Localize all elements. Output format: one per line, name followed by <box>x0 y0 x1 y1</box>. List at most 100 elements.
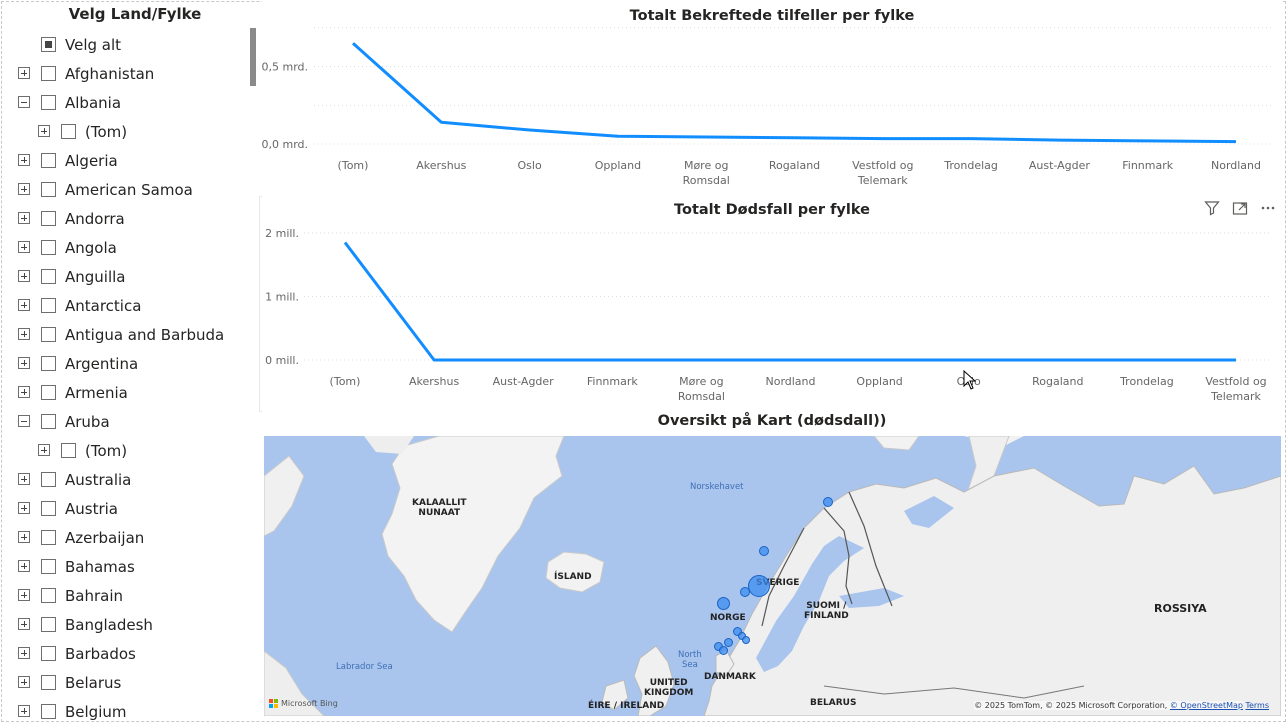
checkbox[interactable] <box>41 617 56 632</box>
expand-icon[interactable] <box>18 328 30 340</box>
expand-icon[interactable] <box>18 676 30 688</box>
map-bubble[interactable] <box>733 627 742 636</box>
map-visual[interactable]: KALAALLIT NUNAAT ÍSLAND Norskehavet SVERI… <box>264 436 1281 716</box>
slicer-item[interactable]: Antarctica <box>4 291 254 320</box>
checkbox[interactable] <box>41 298 56 313</box>
expand-icon[interactable] <box>18 212 30 224</box>
expand-icon[interactable] <box>18 270 30 282</box>
checkbox[interactable] <box>41 559 56 574</box>
expand-icon[interactable] <box>18 67 30 79</box>
checkbox[interactable] <box>41 675 56 690</box>
filter-icon[interactable] <box>1204 200 1220 216</box>
checkbox[interactable] <box>41 66 56 81</box>
checkbox[interactable] <box>41 501 56 516</box>
checkbox[interactable] <box>41 211 56 226</box>
slicer-item[interactable]: Belgium <box>4 697 254 724</box>
y-tick-label: 0 mill. <box>265 354 299 367</box>
slicer-item[interactable]: Austria <box>4 494 254 523</box>
checkbox[interactable] <box>41 356 56 371</box>
slicer-item[interactable]: Algeria <box>4 146 254 175</box>
expand-icon[interactable] <box>18 473 30 485</box>
slicer-item[interactable]: Andorra <box>4 204 254 233</box>
focus-mode-icon[interactable] <box>1232 200 1248 216</box>
checkbox[interactable] <box>41 327 56 342</box>
map-bubble[interactable] <box>740 587 750 597</box>
map-bubble[interactable] <box>742 636 750 644</box>
checkbox[interactable] <box>61 124 76 139</box>
expand-icon[interactable] <box>38 125 50 137</box>
map-bubble[interactable] <box>748 575 770 597</box>
slicer-item[interactable]: Argentina <box>4 349 254 378</box>
expand-icon[interactable] <box>18 183 30 195</box>
expand-icon[interactable] <box>18 386 30 398</box>
map-bubble[interactable] <box>717 597 730 610</box>
x-tick-label: Rogaland <box>1032 375 1083 388</box>
slicer-item[interactable]: Azerbaijan <box>4 523 254 552</box>
slicer-item[interactable]: (Tom) <box>4 436 254 465</box>
expand-icon[interactable] <box>18 241 30 253</box>
checkbox[interactable] <box>41 704 56 719</box>
slicer-item-label: Belarus <box>65 674 122 692</box>
slicer-item[interactable]: Belarus <box>4 668 254 697</box>
checkbox[interactable] <box>41 182 56 197</box>
checkbox[interactable] <box>41 153 56 168</box>
openstreetmap-link[interactable]: © OpenStreetMap <box>1169 701 1243 710</box>
slicer-item[interactable]: (Tom) <box>4 117 254 146</box>
slicer-scrollbar[interactable] <box>250 28 256 86</box>
map-label-russia: ROSSIYA <box>1154 602 1207 615</box>
checkbox[interactable] <box>41 240 56 255</box>
expand-icon[interactable] <box>18 531 30 543</box>
expand-icon[interactable] <box>18 357 30 369</box>
slicer-item[interactable]: Angola <box>4 233 254 262</box>
slicer-item[interactable]: Albania <box>4 88 254 117</box>
collapse-icon[interactable] <box>18 96 30 108</box>
checkbox[interactable] <box>41 95 56 110</box>
slicer-item[interactable]: Bahrain <box>4 581 254 610</box>
checkbox[interactable] <box>41 385 56 400</box>
expand-icon[interactable] <box>18 299 30 311</box>
checkbox[interactable] <box>41 472 56 487</box>
slicer-item[interactable]: Antigua and Barbuda <box>4 320 254 349</box>
checkbox[interactable] <box>41 414 56 429</box>
map-bubble[interactable] <box>759 546 769 556</box>
expand-icon[interactable] <box>18 502 30 514</box>
expand-icon[interactable] <box>18 560 30 572</box>
x-tick-label: Vestfold og Telemark <box>852 159 913 187</box>
map-bubble[interactable] <box>719 646 728 655</box>
slicer-item[interactable]: Bahamas <box>4 552 254 581</box>
terms-link[interactable]: Terms <box>1245 701 1269 710</box>
checkbox[interactable] <box>41 588 56 603</box>
expand-icon[interactable] <box>18 618 30 630</box>
map-bubble[interactable] <box>724 638 733 647</box>
slicer-item[interactable]: Velg alt <box>4 30 254 59</box>
expand-icon[interactable] <box>18 647 30 659</box>
slicer-item[interactable]: Afghanistan <box>4 59 254 88</box>
collapse-icon[interactable] <box>18 415 30 427</box>
expand-icon[interactable] <box>18 589 30 601</box>
slicer-item[interactable]: Aruba <box>4 407 254 436</box>
x-tick-label: Nordland <box>1211 159 1261 172</box>
slicer-item[interactable]: Armenia <box>4 378 254 407</box>
map-bubble[interactable] <box>823 497 833 507</box>
checkbox[interactable] <box>41 530 56 545</box>
slicer-item[interactable]: Bangladesh <box>4 610 254 639</box>
series-line[interactable] <box>351 42 1237 144</box>
checkbox[interactable] <box>41 646 56 661</box>
slicer-item-label: Azerbaijan <box>65 529 145 547</box>
map-copyright: © 2025 TomTom, © 2025 Microsoft Corporat… <box>974 701 1243 710</box>
series-line[interactable] <box>343 241 1236 362</box>
expand-icon[interactable] <box>18 705 30 717</box>
slicer-item[interactable]: Anguilla <box>4 262 254 291</box>
x-tick-label: Aust-Agder <box>493 375 555 388</box>
checkbox[interactable] <box>41 269 56 284</box>
checkbox[interactable] <box>61 443 76 458</box>
checkbox[interactable] <box>41 37 56 52</box>
slicer-item[interactable]: American Samoa <box>4 175 254 204</box>
expand-icon[interactable] <box>38 444 50 456</box>
slicer-item[interactable]: Barbados <box>4 639 254 668</box>
mouse-cursor-icon <box>963 370 977 390</box>
y-tick-label: 0,0 mrd. <box>262 138 308 151</box>
expand-icon[interactable] <box>18 154 30 166</box>
slicer-item[interactable]: Australia <box>4 465 254 494</box>
more-options-icon[interactable] <box>1260 200 1276 216</box>
